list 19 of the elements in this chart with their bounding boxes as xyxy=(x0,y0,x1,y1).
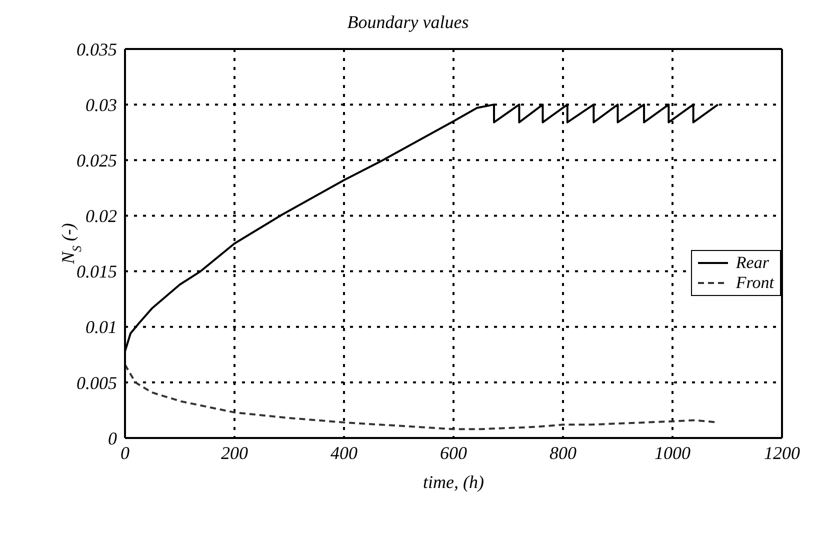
x-tick-label: 800 xyxy=(550,442,576,463)
y-tick-label: 0.01 xyxy=(86,317,117,338)
x-tick-label: 400 xyxy=(330,442,358,463)
legend-label: Front xyxy=(736,273,774,293)
x-tick-label: 200 xyxy=(221,442,248,463)
x-tick-label: 600 xyxy=(440,442,467,463)
y-tick-label: 0.035 xyxy=(76,39,117,60)
x-tick-label: 1000 xyxy=(654,442,690,463)
y-tick-label: 0 xyxy=(108,428,117,448)
y-tick-label: 0.03 xyxy=(86,94,117,115)
chart-title: Boundary values xyxy=(346,12,470,33)
y-tick-label: 0.015 xyxy=(76,262,117,282)
x-tick-label: 1200 xyxy=(764,442,800,463)
y-tick-label: 0.005 xyxy=(76,372,117,393)
x-tick-label: 0 xyxy=(120,442,130,463)
legend-label: Rear xyxy=(736,253,769,273)
x-axis-title: time, (h) xyxy=(423,472,484,492)
y-tick-label: 0.025 xyxy=(76,150,117,171)
y-tick-label: 0.02 xyxy=(86,206,117,226)
